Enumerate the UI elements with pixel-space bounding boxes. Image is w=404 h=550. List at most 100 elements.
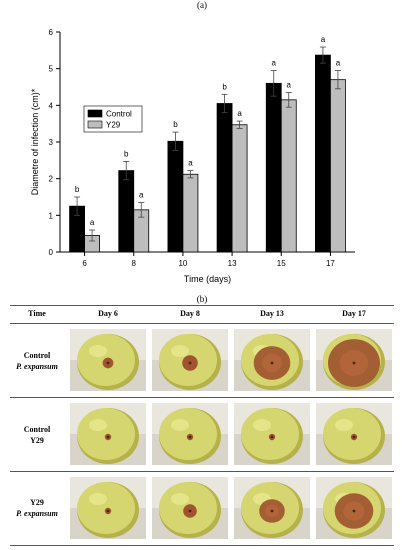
x-tick-label: 8 xyxy=(132,259,137,268)
table-header-rule xyxy=(10,323,394,324)
bar-control xyxy=(167,140,184,253)
apple-photo xyxy=(70,477,146,539)
x-tick-label: 13 xyxy=(228,259,237,268)
apple-highlight xyxy=(89,345,107,357)
bar-control xyxy=(315,54,331,253)
apple-highlight xyxy=(171,419,189,431)
wound-point xyxy=(188,509,192,513)
y-tick-label: 0 xyxy=(49,248,54,257)
table-row-rule xyxy=(10,471,394,472)
apple-body xyxy=(77,482,135,534)
header-day-13: Day 13 xyxy=(260,309,284,318)
apple-photo-graphic xyxy=(316,477,392,539)
header-day-17: Day 17 xyxy=(342,309,366,318)
apple-photo-graphic xyxy=(316,403,392,465)
apple-highlight xyxy=(171,493,189,505)
significance-label: a xyxy=(287,81,292,90)
apple-photo-graphic xyxy=(152,403,228,465)
y-tick-label: 6 xyxy=(49,28,54,37)
significance-label: a xyxy=(272,59,277,68)
apple-photo xyxy=(316,329,392,391)
wound-point xyxy=(106,361,110,365)
wound-point xyxy=(352,509,356,513)
bar-y29 xyxy=(182,173,199,253)
apple-photo-graphic xyxy=(70,403,146,465)
row-label-y29-pexpansum: Y29 P. expansum xyxy=(10,497,64,519)
bar-chart: 0 1 2 3 4 5 6 6 b a 8 b a 10 b a 13 b a 15 a a 17 a a Time (days)… xyxy=(30,28,355,284)
x-axis-title: Time (days) xyxy=(184,274,231,284)
apple-body xyxy=(241,408,299,460)
wound-point xyxy=(106,509,110,513)
legend-label: Control xyxy=(106,110,132,119)
wound-point xyxy=(352,435,356,439)
row-label-line2: P. expansum xyxy=(16,509,58,518)
table-header: Time Day 6 Day 8 Day 13 Day 17 xyxy=(10,309,394,323)
apple-body xyxy=(77,408,135,460)
apple-photo xyxy=(152,329,228,391)
row-label-control-y29: Control Y29 xyxy=(10,424,64,446)
apple-photo xyxy=(152,477,228,539)
significance-label: a xyxy=(188,159,193,168)
apple-photo-graphic xyxy=(152,477,228,539)
apple-photo-graphic xyxy=(234,403,310,465)
significance-label: a xyxy=(321,35,326,44)
apple-highlight xyxy=(171,345,189,357)
panel-b-label: (b) xyxy=(196,294,208,304)
header-day-6: Day 6 xyxy=(98,309,118,318)
apple-photo xyxy=(152,403,228,465)
apple-highlight xyxy=(89,493,107,505)
apple-photo xyxy=(234,477,310,539)
significance-label: a xyxy=(237,109,242,118)
apple-body xyxy=(323,408,381,460)
bar-y29 xyxy=(231,124,248,253)
wound-point xyxy=(270,435,274,439)
apple-photo xyxy=(316,477,392,539)
table-bottom-rule xyxy=(10,545,394,546)
apple-photo xyxy=(70,403,146,465)
bar-y29 xyxy=(280,99,297,253)
bar-y29 xyxy=(330,79,346,253)
row-label-line2: P. expansum xyxy=(16,362,58,371)
row-label-line1: Y29 xyxy=(30,498,44,507)
significance-label: b xyxy=(75,185,80,194)
legend-swatch xyxy=(87,120,103,129)
significance-label: a xyxy=(139,191,144,200)
significance-label: b xyxy=(124,149,129,158)
legend-swatch xyxy=(87,109,103,118)
wound-point xyxy=(106,435,110,439)
apple-photo-graphic xyxy=(316,329,392,391)
y-tick-label: 3 xyxy=(49,138,54,147)
row-label-line1: Control xyxy=(23,425,51,434)
legend-label: Y29 xyxy=(106,121,121,130)
apple-highlight xyxy=(89,419,107,431)
wound-point xyxy=(188,361,192,365)
bar-control xyxy=(216,103,233,253)
apple-highlight xyxy=(253,419,271,431)
significance-label: a xyxy=(336,59,341,68)
y-tick-label: 5 xyxy=(49,65,54,74)
wound-point xyxy=(352,361,356,365)
apple-photo xyxy=(234,403,310,465)
significance-label: b xyxy=(173,120,178,129)
apple-photo-graphic xyxy=(70,329,146,391)
apple-highlight xyxy=(335,419,353,431)
y-tick-label: 2 xyxy=(49,175,54,184)
apple-photo xyxy=(316,403,392,465)
header-day-8: Day 8 xyxy=(180,309,200,318)
y-tick-label: 1 xyxy=(49,211,54,220)
significance-label: a xyxy=(90,218,95,227)
x-tick-label: 15 xyxy=(277,259,286,268)
y-axis-title: Diametre of infection (cm)* xyxy=(30,88,40,195)
x-tick-label: 17 xyxy=(326,259,335,268)
bar-control xyxy=(265,82,282,253)
apple-photo xyxy=(70,329,146,391)
table-row-rule xyxy=(10,397,394,398)
apple-photo-graphic xyxy=(70,477,146,539)
wound-point xyxy=(270,361,274,365)
significance-label: b xyxy=(222,82,227,91)
y-tick-label: 4 xyxy=(49,101,54,110)
bar-control xyxy=(118,170,135,253)
apple-body xyxy=(159,408,217,460)
apple-photo-graphic xyxy=(234,477,310,539)
wound-point xyxy=(188,435,192,439)
